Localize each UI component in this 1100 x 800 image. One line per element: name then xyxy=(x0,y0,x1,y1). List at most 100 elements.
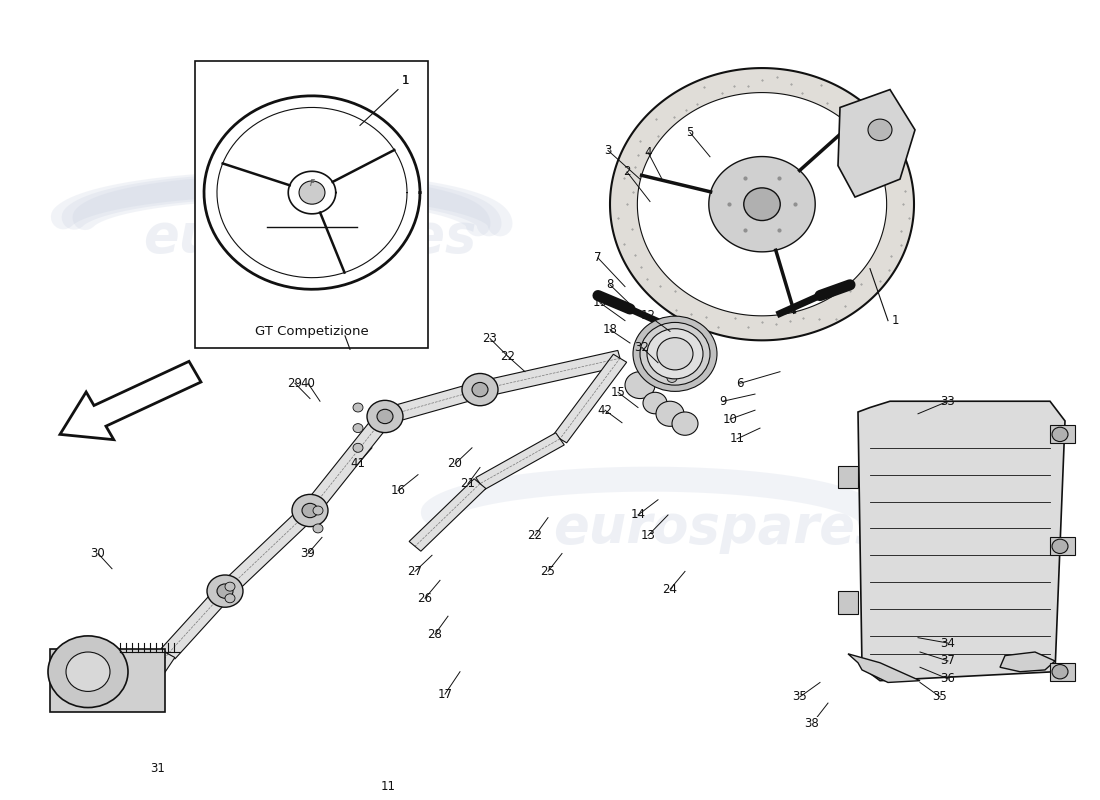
Polygon shape xyxy=(476,433,564,490)
Polygon shape xyxy=(637,93,887,316)
Circle shape xyxy=(353,403,363,412)
Text: 22: 22 xyxy=(500,350,516,363)
Polygon shape xyxy=(708,157,815,252)
Circle shape xyxy=(656,402,684,426)
Text: eurospares: eurospares xyxy=(143,211,476,263)
Polygon shape xyxy=(143,650,175,684)
Circle shape xyxy=(48,636,128,707)
Text: 24: 24 xyxy=(662,583,678,596)
Bar xyxy=(838,591,858,614)
FancyArrow shape xyxy=(60,362,201,440)
Circle shape xyxy=(314,506,323,515)
Text: 28: 28 xyxy=(428,628,442,641)
Circle shape xyxy=(667,358,676,367)
Polygon shape xyxy=(302,412,393,515)
Text: 11: 11 xyxy=(381,780,396,793)
Text: 5: 5 xyxy=(686,126,694,139)
Bar xyxy=(50,650,165,712)
Text: 1: 1 xyxy=(891,314,899,327)
Text: 16: 16 xyxy=(390,484,406,498)
Text: 39: 39 xyxy=(300,547,316,560)
Text: GT Competizione: GT Competizione xyxy=(255,325,368,338)
Circle shape xyxy=(226,582,235,591)
Text: 35: 35 xyxy=(933,690,947,703)
Text: 3: 3 xyxy=(604,144,612,157)
Text: 38: 38 xyxy=(804,717,820,730)
Text: 42: 42 xyxy=(597,404,613,417)
Polygon shape xyxy=(553,354,627,443)
Text: 37: 37 xyxy=(940,654,956,667)
Text: 14: 14 xyxy=(630,509,646,522)
Text: eurospares: eurospares xyxy=(553,502,887,554)
Circle shape xyxy=(302,503,318,518)
Text: 25: 25 xyxy=(540,565,556,578)
Polygon shape xyxy=(161,586,232,659)
Circle shape xyxy=(314,524,323,533)
Text: 1: 1 xyxy=(402,74,409,87)
Bar xyxy=(1050,426,1075,443)
Text: 10: 10 xyxy=(723,413,737,426)
Circle shape xyxy=(66,652,110,691)
Circle shape xyxy=(207,575,243,607)
Text: 41: 41 xyxy=(351,458,365,470)
Polygon shape xyxy=(219,505,317,597)
Text: 20: 20 xyxy=(448,458,462,470)
Text: 33: 33 xyxy=(940,394,956,408)
Text: 13: 13 xyxy=(640,529,656,542)
Circle shape xyxy=(667,374,676,382)
Text: 32: 32 xyxy=(635,341,649,354)
Polygon shape xyxy=(383,382,483,424)
Polygon shape xyxy=(838,90,915,197)
Polygon shape xyxy=(409,478,486,551)
Bar xyxy=(195,61,428,347)
Text: 15: 15 xyxy=(610,386,626,398)
Circle shape xyxy=(1052,665,1068,679)
Text: 19: 19 xyxy=(593,296,607,310)
Circle shape xyxy=(667,343,676,352)
Circle shape xyxy=(868,119,892,141)
Text: 17: 17 xyxy=(438,688,452,701)
Circle shape xyxy=(625,372,654,398)
Text: 4: 4 xyxy=(645,146,651,158)
Circle shape xyxy=(744,188,780,221)
Circle shape xyxy=(640,322,710,385)
Circle shape xyxy=(1052,539,1068,554)
Bar xyxy=(1050,662,1075,681)
Text: 29: 29 xyxy=(287,377,303,390)
Text: 31: 31 xyxy=(151,762,165,775)
Text: 2: 2 xyxy=(624,166,630,178)
Circle shape xyxy=(217,584,233,598)
Polygon shape xyxy=(848,654,920,682)
Circle shape xyxy=(292,494,328,526)
Text: 6: 6 xyxy=(736,377,744,390)
Text: 1: 1 xyxy=(402,74,409,87)
Circle shape xyxy=(647,329,703,379)
Text: F: F xyxy=(309,179,315,188)
Text: 9: 9 xyxy=(719,394,727,408)
Polygon shape xyxy=(477,350,623,398)
Circle shape xyxy=(353,424,363,433)
Text: 8: 8 xyxy=(606,278,614,291)
Circle shape xyxy=(657,338,693,370)
Circle shape xyxy=(1052,427,1068,442)
Text: 12: 12 xyxy=(640,309,656,322)
Text: 21: 21 xyxy=(461,477,475,490)
Circle shape xyxy=(462,374,498,406)
Text: 23: 23 xyxy=(483,332,497,345)
Circle shape xyxy=(299,181,324,204)
Circle shape xyxy=(644,392,667,414)
Text: 18: 18 xyxy=(603,323,617,336)
Text: 27: 27 xyxy=(407,565,422,578)
Circle shape xyxy=(377,410,393,424)
Bar xyxy=(1050,538,1075,555)
Circle shape xyxy=(367,400,403,433)
Text: 22: 22 xyxy=(528,529,542,542)
Text: 30: 30 xyxy=(90,547,106,560)
Text: 7: 7 xyxy=(594,251,602,265)
Text: 34: 34 xyxy=(940,637,956,650)
Text: 11: 11 xyxy=(729,432,745,446)
Polygon shape xyxy=(610,68,914,340)
Bar xyxy=(838,466,858,488)
Text: 35: 35 xyxy=(793,690,807,703)
Circle shape xyxy=(226,594,235,602)
